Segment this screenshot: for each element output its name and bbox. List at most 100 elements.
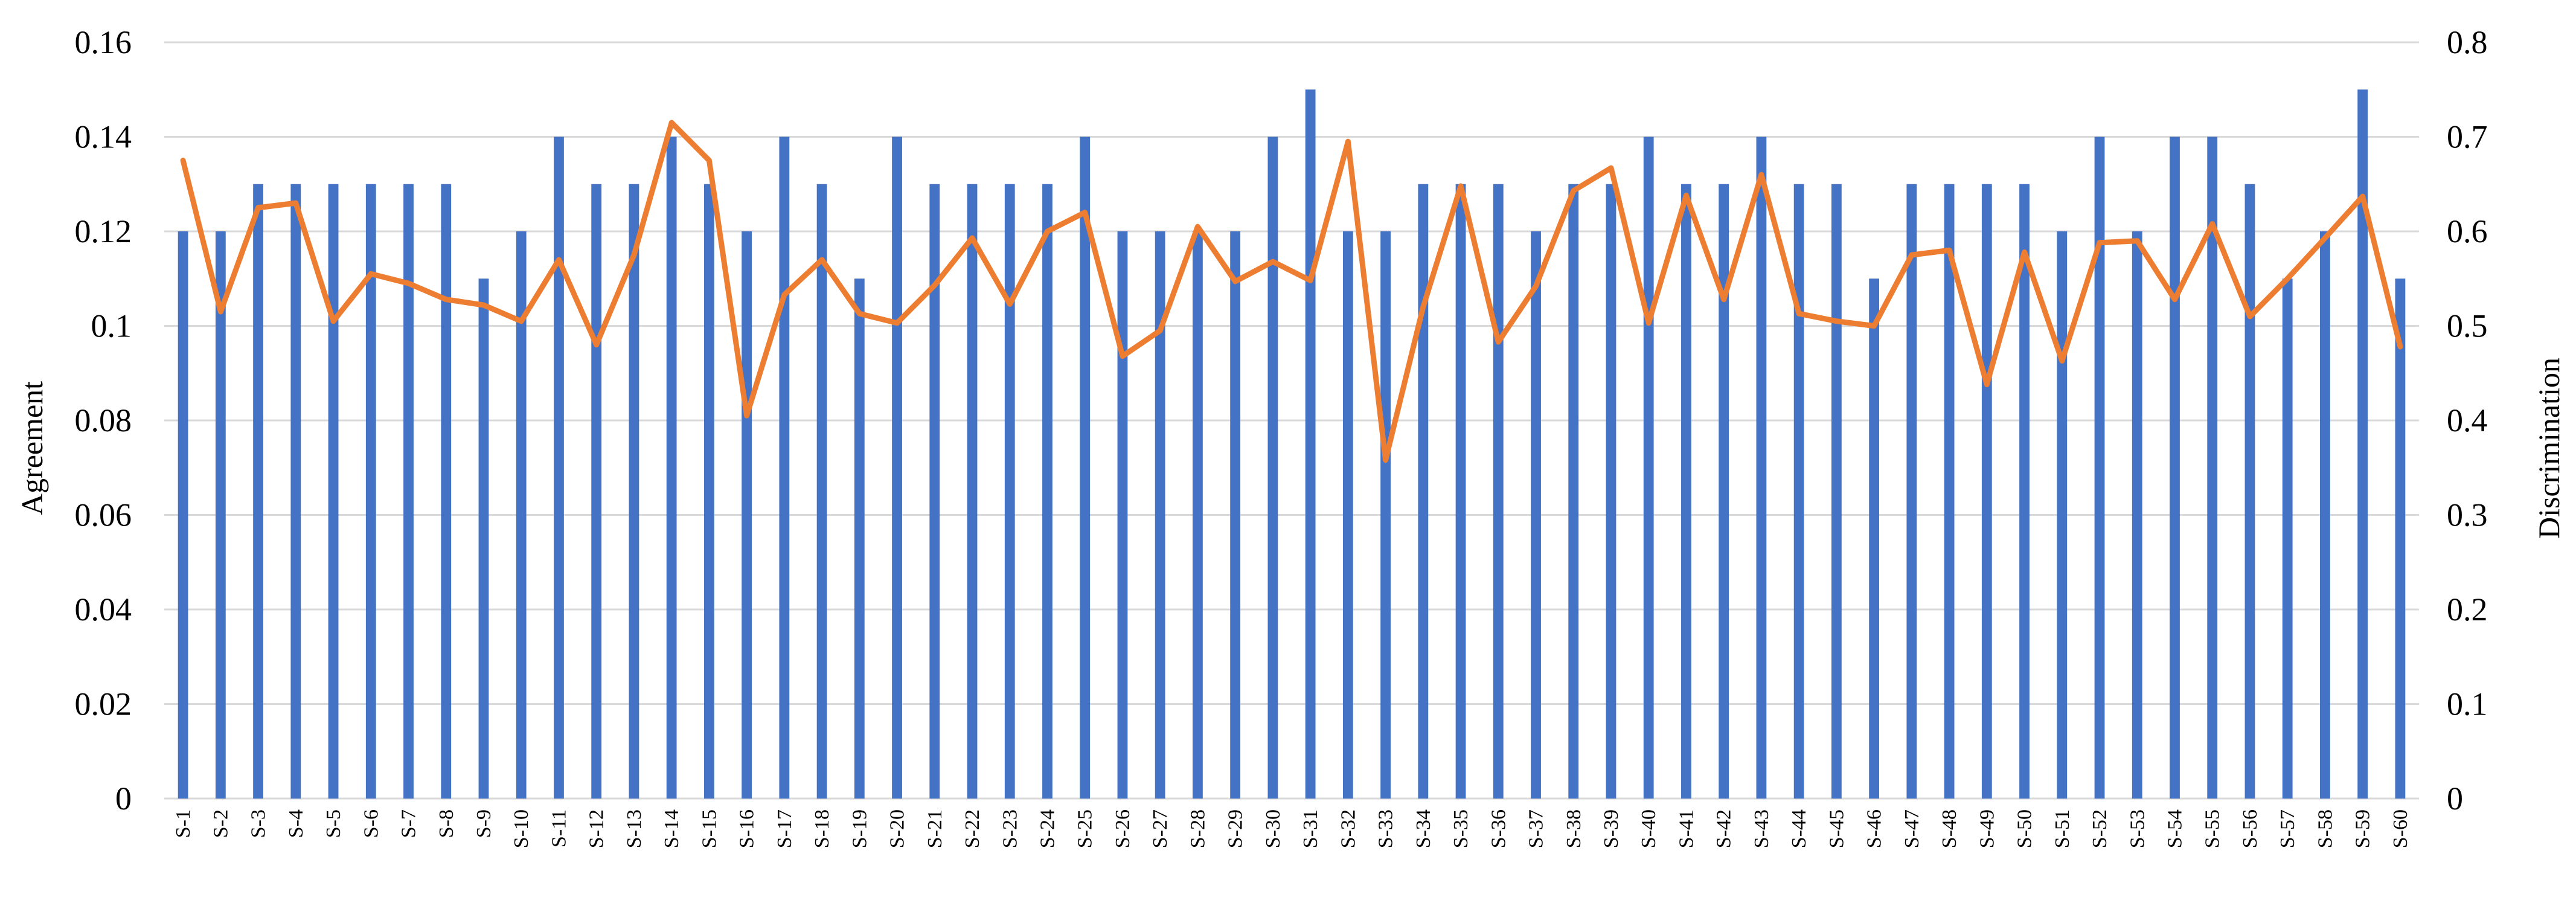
line-point-S-30 [1272,261,1274,263]
line-point-S-28 [1197,226,1199,228]
x-tick-label: S-24 [1037,809,1059,848]
bar-S-36 [1493,184,1504,799]
x-tick-label: S-36 [1487,809,1510,848]
bar-S-45 [1831,184,1842,799]
line-point-S-27 [1159,330,1161,332]
bar-S-44 [1793,184,1804,799]
right-tick-label: 0.1 [2447,686,2488,722]
line-point-S-59 [2362,196,2363,198]
bar-S-11 [554,137,564,799]
left-tick-label: 0.12 [75,213,132,249]
x-tick-label: S-2 [210,809,232,838]
line-point-S-50 [2023,251,2025,253]
bar-S-5 [328,184,339,799]
right-tick-label: 0.8 [2447,24,2488,60]
left-tick-label: 0.16 [75,24,132,60]
bar-S-30 [1267,137,1278,799]
line-point-S-38 [1572,190,1574,191]
agreement-bars [178,89,2406,799]
bar-S-26 [1117,231,1128,799]
bar-S-12 [591,184,602,799]
x-tick-label: S-4 [285,809,307,838]
line-point-S-14 [671,122,673,124]
line-point-S-26 [1121,355,1123,357]
bar-S-24 [1042,184,1053,799]
bar-S-58 [2320,231,2330,799]
bar-S-14 [666,137,677,799]
right-tick-label: 0.5 [2447,308,2488,344]
line-point-S-29 [1234,280,1236,282]
left-tick-label: 0.06 [75,497,132,533]
x-tick-label: S-18 [811,809,833,848]
line-point-S-32 [1347,141,1349,143]
bar-S-13 [629,184,639,799]
right-tick-label: 0 [2447,780,2463,817]
line-point-S-60 [2399,346,2401,347]
x-tick-label: S-57 [2276,809,2299,848]
x-tick-label: S-17 [774,809,796,848]
line-point-S-20 [896,322,898,324]
x-tick-label: S-45 [1825,809,1848,848]
line-point-S-8 [445,298,447,300]
bar-S-17 [779,137,790,799]
x-tick-label: S-35 [1450,809,1472,848]
bar-S-39 [1606,184,1616,799]
x-tick-label: S-22 [961,809,984,848]
left-axis-title: Agreement [15,381,49,515]
right-axis-title: Discrimination [2532,358,2566,539]
x-axis-ticks: S-1 S-2 S-3 S-4 S-5 S-6 S-7 S-8 S-9 S-10 S-11 S-12 S… [172,809,2412,848]
bar-S-53 [2132,231,2142,799]
x-tick-label: S-13 [623,809,646,848]
line-point-S-49 [1986,384,1988,385]
line-point-S-46 [1873,325,1875,327]
line-point-S-1 [182,159,184,161]
bar-S-16 [742,231,752,799]
x-tick-label: S-48 [1938,809,1961,848]
bar-S-60 [2395,278,2406,799]
line-point-S-35 [1460,185,1462,187]
right-tick-label: 0.6 [2447,213,2488,249]
line-point-S-3 [257,207,259,208]
x-tick-label: S-16 [736,809,758,848]
line-point-S-11 [558,259,560,260]
bar-S-20 [892,137,902,799]
line-point-S-17 [783,294,785,295]
gridlines [164,41,2419,800]
x-tick-label: S-9 [473,809,495,838]
x-tick-label: S-33 [1375,809,1397,848]
left-tick-label: 0 [115,780,132,817]
bar-S-57 [2282,278,2293,799]
bar-S-9 [478,278,489,799]
left-tick-label: 0.14 [75,119,132,155]
bar-S-55 [2207,137,2218,799]
x-tick-label: S-27 [1149,809,1171,848]
bar-S-1 [178,231,188,799]
line-point-S-56 [2249,315,2251,317]
x-tick-label: S-11 [548,809,571,847]
bar-S-49 [1981,184,1992,799]
line-point-S-54 [2174,298,2176,300]
line-point-S-15 [708,159,710,161]
left-tick-label: 0.02 [75,686,132,722]
bar-S-27 [1155,231,1165,799]
right-axis-ticks: 0 0.1 0.2 0.3 0.4 0.5 0.6 0.7 0.8 [2447,24,2488,817]
x-tick-label: S-6 [360,809,382,838]
bar-S-19 [854,278,865,799]
bar-S-10 [516,231,527,799]
left-axis-ticks: 0 0.02 0.04 0.06 0.08 0.1 0.12 0.14 0.16 [75,24,132,817]
line-point-S-44 [1798,313,1800,315]
x-tick-label: S-26 [1112,809,1134,848]
x-tick-label: S-51 [2051,809,2074,848]
bar-S-52 [2094,137,2105,799]
x-tick-label: S-23 [999,809,1021,848]
bar-S-34 [1418,184,1429,799]
right-tick-label: 0.4 [2447,402,2488,439]
x-tick-label: S-14 [661,809,683,848]
bar-S-56 [2244,184,2255,799]
bar-S-35 [1455,184,1466,799]
bar-S-40 [1643,137,1654,799]
line-point-S-45 [1836,320,1837,322]
x-tick-label: S-47 [1901,809,1923,848]
line-point-S-16 [746,415,748,417]
